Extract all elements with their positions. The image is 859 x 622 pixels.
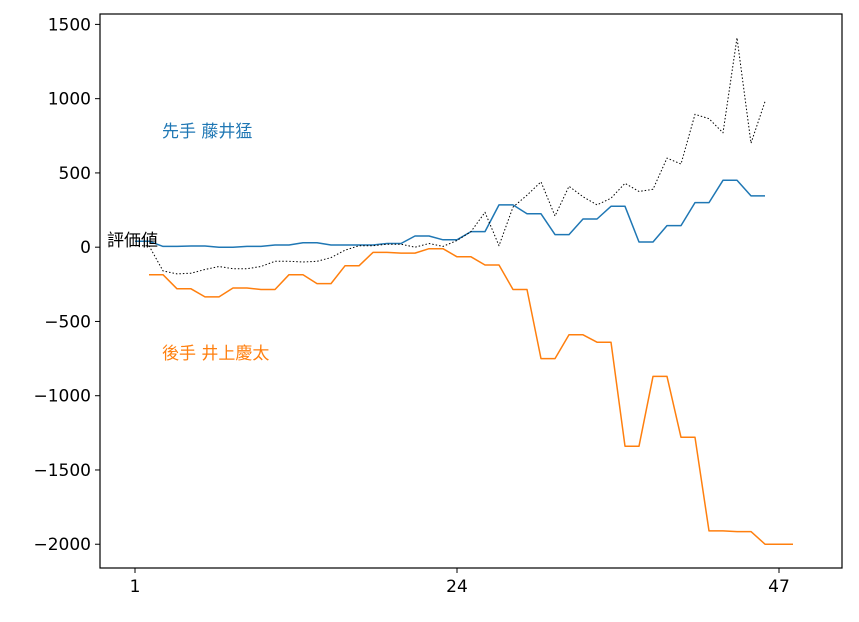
- y-tick-label: −1000: [33, 387, 91, 407]
- axis-layer: 1 24 47 1500 1000 500 0 −500 −1000 −1500 −2000: [33, 15, 789, 597]
- gote-label: 後手 井上慶太: [162, 344, 269, 364]
- y-tick-label: −1500: [33, 461, 91, 481]
- y-tick-label: 500: [59, 164, 91, 184]
- series-line-eval: [135, 37, 766, 275]
- eval-label: 評価値: [107, 231, 158, 251]
- y-tick-label: 1000: [48, 90, 91, 110]
- plot-area: [100, 14, 842, 568]
- series-line-gote: [149, 247, 793, 545]
- y-tick-label: 1500: [48, 15, 91, 35]
- series-layer: [135, 37, 793, 545]
- y-tick-label: 0: [80, 238, 91, 258]
- plot-frame: [99, 13, 843, 569]
- x-tick-label: 1: [130, 577, 141, 597]
- sente-label: 先手 藤井猛: [162, 122, 252, 142]
- series-line-sente: [135, 179, 765, 248]
- y-tick-label: −500: [44, 312, 91, 332]
- y-tick-label: −2000: [33, 535, 91, 555]
- x-tick-label: 47: [768, 577, 790, 597]
- x-tick-label: 24: [446, 577, 468, 597]
